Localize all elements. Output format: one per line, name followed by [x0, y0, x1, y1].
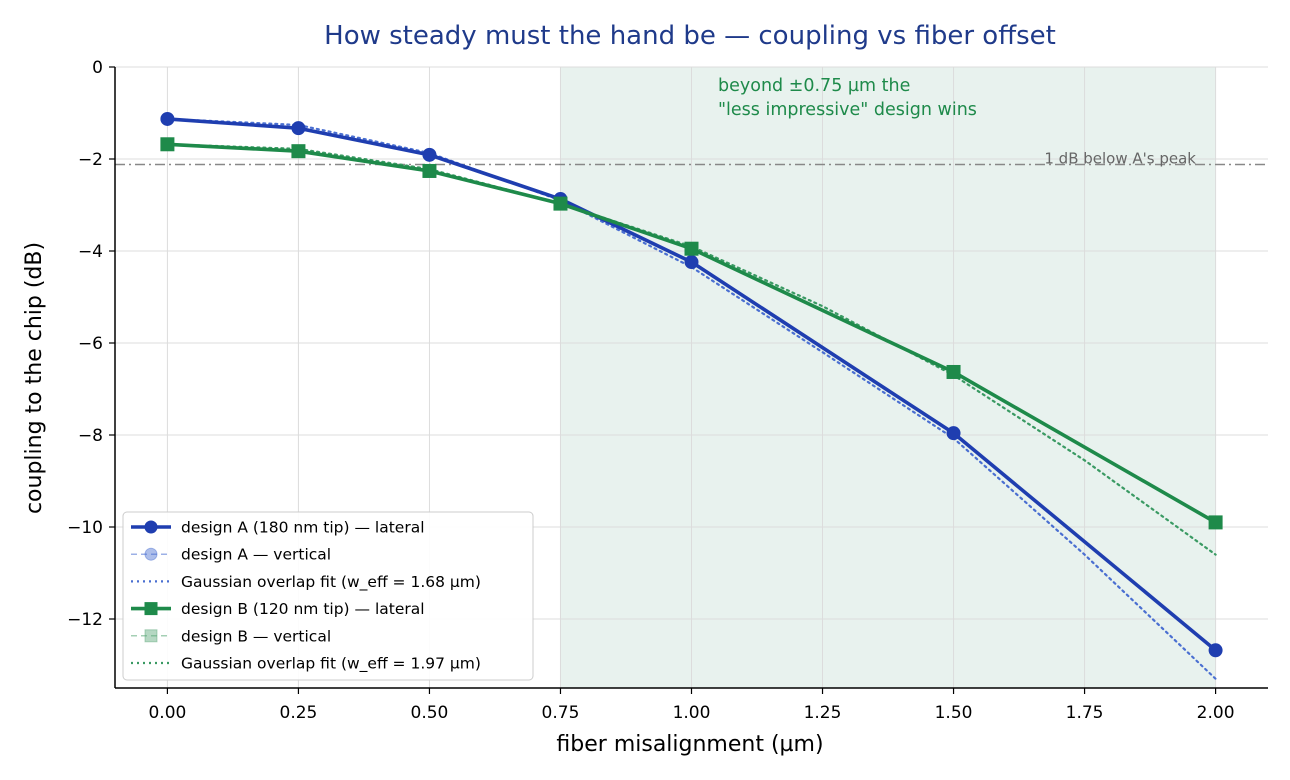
data-point	[946, 364, 961, 379]
legend-item: design B — vertical	[131, 627, 331, 645]
legend-label: design B — vertical	[181, 627, 331, 645]
data-point	[1208, 643, 1223, 658]
annotation-line-1: beyond ±0.75 µm the	[718, 76, 910, 96]
annotation-line-2: "less impressive" design wins	[718, 100, 977, 120]
y-tick-label: 0	[92, 58, 103, 78]
legend-item: Gaussian overlap fit (w_eff = 1.68 µm)	[131, 573, 481, 592]
legend-item: design B (120 nm tip) — lateral	[131, 600, 425, 618]
legend-item: Gaussian overlap fit (w_eff = 1.97 µm)	[131, 655, 481, 674]
data-point	[684, 255, 699, 270]
x-tick-label: 1.50	[935, 703, 973, 723]
legend-label: Gaussian overlap fit (w_eff = 1.68 µm)	[181, 573, 481, 592]
legend-marker	[144, 547, 158, 561]
chart-title: How steady must the hand be — coupling v…	[324, 21, 1056, 51]
x-tick-label: 1.25	[804, 703, 842, 723]
x-tick-label: 1.75	[1066, 703, 1104, 723]
data-point	[422, 147, 437, 162]
legend-marker	[144, 629, 158, 643]
y-tick-label: −12	[67, 610, 103, 630]
shaded-region	[560, 67, 1216, 688]
series-layer	[160, 111, 1223, 680]
data-point	[291, 121, 306, 136]
data-point	[160, 111, 175, 126]
reference-line-label: 1 dB below A's peak	[1044, 150, 1196, 168]
legend-box	[122, 511, 534, 681]
x-tick-label: 1.00	[673, 703, 711, 723]
data-point	[684, 241, 699, 256]
data-point	[553, 196, 568, 211]
x-tick-label: 2.00	[1197, 703, 1235, 723]
y-tick-label: −8	[78, 426, 103, 446]
data-point	[946, 426, 961, 441]
data-point	[1208, 515, 1223, 530]
legend-marker	[144, 520, 158, 534]
legend-item: design A (180 nm tip) — lateral	[131, 519, 425, 537]
x-tick-label: 0.50	[411, 703, 449, 723]
legend-label: design B (120 nm tip) — lateral	[181, 600, 425, 618]
y-axis-label: coupling to the chip (dB)	[22, 242, 47, 514]
legend-label: Gaussian overlap fit (w_eff = 1.97 µm)	[181, 655, 481, 674]
legend-marker	[144, 602, 158, 616]
y-tick-label: −2	[78, 150, 103, 170]
x-tick-label: 0.00	[148, 703, 186, 723]
data-point	[291, 144, 306, 159]
x-axis-ticks: 0.00 0.25 0.50 0.75 1.00 1.25 1.50 1.75 2.00	[148, 688, 1235, 723]
y-axis-ticks: 0 −2 −4 −6 −8 −10 −12	[67, 58, 115, 630]
legend-item: design A — vertical	[131, 546, 331, 564]
series-4	[160, 137, 1223, 530]
x-tick-label: 0.25	[280, 703, 318, 723]
y-tick-label: −6	[78, 334, 103, 354]
annotation: beyond ±0.75 µm the "less impressive" de…	[718, 76, 977, 120]
legend-label: design A — vertical	[181, 546, 331, 564]
legend: design A (180 nm tip) — lateral design A …	[122, 511, 534, 681]
y-tick-label: −4	[78, 242, 103, 262]
legend-label: design A (180 nm tip) — lateral	[181, 519, 425, 537]
x-axis-label: fiber misalignment (µm)	[556, 732, 823, 757]
y-tick-label: −10	[67, 518, 103, 538]
data-point	[422, 163, 437, 178]
plot-area: 1 dB below A's peak beyond ±0.75 µm the …	[115, 66, 1268, 688]
data-point	[160, 137, 175, 152]
x-tick-label: 0.75	[542, 703, 580, 723]
